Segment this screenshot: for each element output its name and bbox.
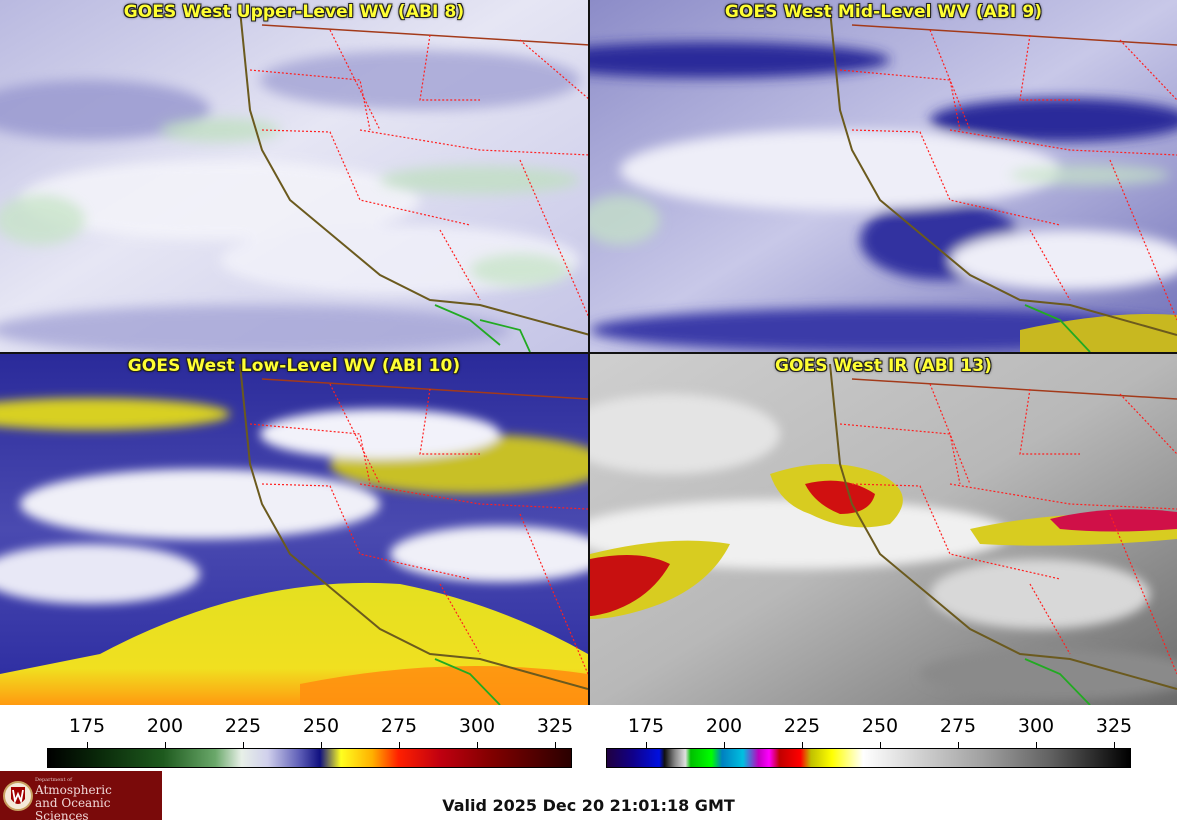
tick-mark — [646, 742, 647, 749]
tick-label: 275 — [939, 715, 977, 737]
ir-colorbar-ticks: 175 200 225 250 275 300 325 — [606, 715, 1133, 749]
tick-mark — [1036, 742, 1037, 749]
valid-time: Valid 2025 Dec 20 21:01:18 GMT — [442, 796, 735, 815]
ir-colorbar — [606, 748, 1131, 768]
wv-colorbar — [47, 748, 572, 768]
ir-image — [590, 354, 1177, 705]
panel-title: GOES West Mid-Level WV (ABI 9) — [724, 2, 1043, 22]
logo-department: Department of — [35, 777, 72, 783]
tick-mark — [555, 742, 556, 749]
panel-title: GOES West IR (ABI 13) — [774, 356, 992, 376]
tick-mark — [321, 742, 322, 749]
logo-line1: Atmospheric — [35, 783, 112, 797]
tick-mark — [724, 742, 725, 749]
low-level-wv-image — [0, 354, 588, 705]
tick-label: 175 — [68, 715, 106, 737]
wv-colorbar-ticks: 175 200 225 250 275 300 325 — [47, 715, 574, 749]
tick-label: 200 — [146, 715, 184, 737]
tick-mark — [165, 742, 166, 749]
tick-mark — [802, 742, 803, 749]
upper-level-wv-image — [0, 0, 588, 352]
logo-text: Department of Atmospheric and Oceanic Sc… — [35, 777, 162, 823]
tick-label: 225 — [783, 715, 821, 737]
tick-label: 175 — [627, 715, 665, 737]
panel-title: GOES West Low-Level WV (ABI 10) — [127, 356, 461, 376]
tick-label: 325 — [1095, 715, 1133, 737]
tick-mark — [880, 742, 881, 749]
panel-ir: GOES West IR (ABI 13) — [590, 354, 1177, 705]
tick-label: 250 — [302, 715, 340, 737]
uw-crest-icon — [3, 781, 33, 811]
tick-mark — [399, 742, 400, 749]
panel-mid-level-wv: GOES West Mid-Level WV (ABI 9) — [590, 0, 1177, 352]
tick-label: 250 — [861, 715, 899, 737]
tick-label: 275 — [380, 715, 418, 737]
tick-mark — [1114, 742, 1115, 749]
aos-logo: Department of Atmospheric and Oceanic Sc… — [0, 771, 162, 823]
tick-label: 325 — [536, 715, 574, 737]
tick-mark — [243, 742, 244, 749]
tick-label: 200 — [705, 715, 743, 737]
logo-line2: and Oceanic Sciences — [35, 796, 111, 823]
panel-low-level-wv: GOES West Low-Level WV (ABI 10) — [0, 354, 588, 705]
tick-label: 225 — [224, 715, 262, 737]
tick-label: 300 — [1017, 715, 1055, 737]
panel-upper-level-wv: GOES West Upper-Level WV (ABI 8) — [0, 0, 588, 352]
panel-title: GOES West Upper-Level WV (ABI 8) — [123, 2, 465, 22]
tick-label: 300 — [458, 715, 496, 737]
panel-divider-horizontal — [0, 352, 1177, 354]
tick-mark — [477, 742, 478, 749]
mid-level-wv-image — [590, 0, 1177, 352]
tick-mark — [958, 742, 959, 749]
tick-mark — [87, 742, 88, 749]
